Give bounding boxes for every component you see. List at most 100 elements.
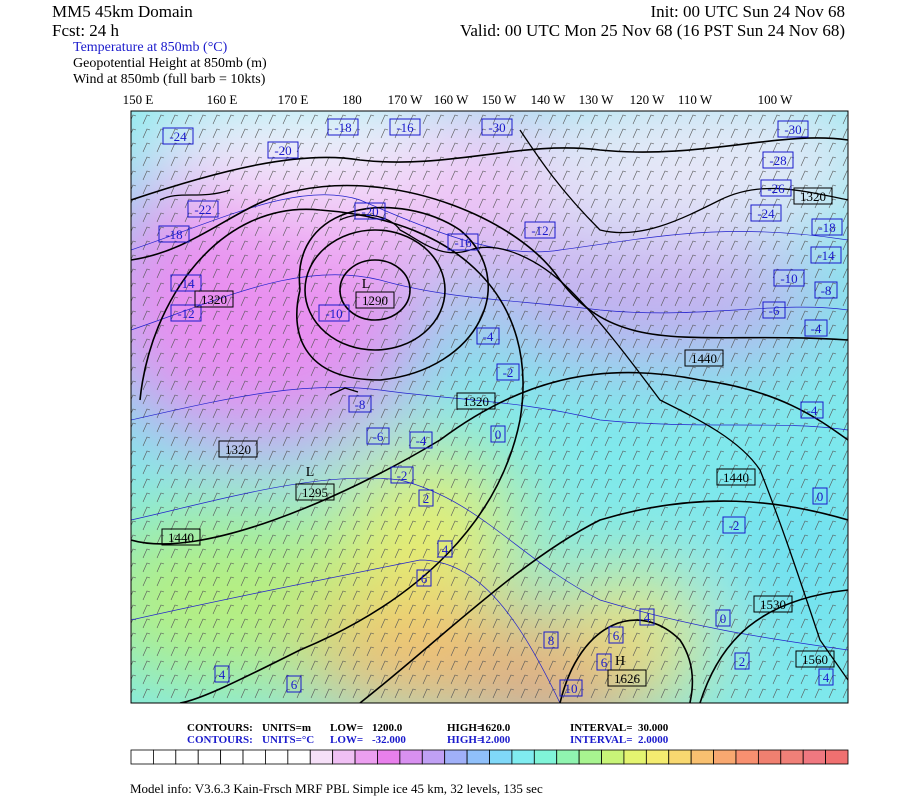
height-label: 1320 — [201, 292, 227, 307]
contour-info: 2.0000 — [638, 734, 669, 746]
temperature-label-box — [760, 179, 792, 197]
temperature-label-box — [327, 118, 359, 136]
temperature-label: -6 — [769, 303, 780, 318]
colorbar-cell — [421, 749, 446, 765]
colorbar-cell — [130, 749, 154, 765]
temperature-label-box — [348, 395, 372, 413]
field-label: Wind at 850mb (full barb = 10kts) — [73, 72, 266, 87]
temperature-label-box — [437, 540, 453, 558]
temperature-label: -20 — [361, 204, 378, 219]
temperature-label: -2 — [397, 468, 408, 483]
temperature-label: -28 — [769, 153, 786, 168]
longitude-label: 180 — [342, 92, 362, 107]
colorbar-cell — [332, 749, 356, 765]
temperature-label-box — [447, 233, 479, 251]
temperature-label-box — [811, 218, 843, 236]
height-label-box — [716, 468, 756, 486]
field-label: Geopotential Height at 850mb (m) — [73, 56, 267, 71]
temperature-label-box — [596, 653, 612, 671]
colorbar-cell — [153, 749, 177, 765]
longitude-label: 150 E — [123, 92, 154, 107]
temperature-label-box — [170, 274, 202, 292]
temperature-label-box — [810, 246, 842, 264]
temperature-label: -14 — [817, 248, 835, 263]
temperature-label: -30 — [784, 122, 801, 137]
temperature-label: -2 — [729, 518, 740, 533]
colorbar-cell — [242, 749, 266, 765]
model-info: Model info: V3.6.3 Kain-Frsch MRF PBL Si… — [130, 781, 543, 796]
valid-time: Valid: 00 UTC Mon 25 Nov 68 (16 PST Sun … — [460, 21, 845, 40]
temperature-label: 8 — [548, 633, 555, 648]
height-label: 1440 — [723, 470, 749, 485]
contour-info: UNITS=°C — [262, 734, 314, 746]
contour-info: CONTOURS: — [187, 734, 253, 746]
colorbar-cell — [377, 749, 401, 765]
temperature-label: 6 — [421, 571, 428, 586]
colorbar-cell — [601, 749, 625, 765]
temperature-label-box — [777, 120, 809, 138]
longitude-label: 160 W — [434, 92, 470, 107]
temperature-label-box — [170, 304, 202, 322]
contour-info: 30.000 — [638, 722, 669, 734]
temperature-label: -4 — [807, 403, 818, 418]
temperature-label: -4 — [811, 321, 822, 336]
temperature-label-box — [390, 466, 414, 484]
temperature-label: -30 — [488, 120, 505, 135]
colorbar-cell — [780, 749, 804, 765]
temperature-label-box — [214, 665, 230, 683]
temperature-label: -16 — [454, 235, 472, 250]
height-label-box — [161, 528, 201, 546]
colorbar-cell — [713, 749, 737, 765]
longitude-label: 170 W — [388, 92, 424, 107]
temperature-label: -2 — [503, 365, 514, 380]
forecast-hour: Fcst: 24 h — [52, 21, 120, 40]
temperature-label: 4 — [823, 670, 830, 685]
colorbar-cell — [466, 749, 490, 765]
temperature-label-box — [490, 425, 506, 443]
height-label-box — [684, 349, 724, 367]
temperature-label-box — [715, 609, 731, 627]
height-label: 1560 — [802, 652, 828, 667]
colorbar-cell — [690, 749, 714, 765]
temperature-label: -18 — [818, 220, 835, 235]
longitude-label: 110 W — [678, 92, 713, 107]
longitude-label: 100 W — [758, 92, 794, 107]
height-label: 1295 — [302, 485, 328, 500]
temperature-label-box — [543, 631, 559, 649]
height-label-box — [194, 290, 234, 308]
temperature-label-box — [559, 679, 583, 697]
colorbar-cell — [197, 749, 222, 765]
height-label: 1626 — [614, 671, 641, 686]
temperature-label-box — [418, 489, 434, 507]
temperature-label: 4 — [644, 610, 651, 625]
height-label-box — [456, 392, 496, 410]
temperature-label-box — [773, 269, 805, 287]
temperature-label: 6 — [291, 677, 298, 692]
temperature-label: -8 — [821, 283, 832, 298]
temperature-label-box — [524, 221, 556, 239]
temperature-label: 10 — [565, 681, 578, 696]
temperature-label: -24 — [169, 129, 187, 144]
domain-title: MM5 45km Domain — [52, 2, 193, 21]
field-label: Temperature at 850mb (°C) — [73, 40, 228, 55]
colorbar-cell — [645, 749, 670, 765]
height-label-box — [795, 650, 835, 668]
temperature-label: 6 — [601, 655, 608, 670]
colorbar-cell — [265, 749, 289, 765]
init-time: Init: 00 UTC Sun 24 Nov 68 — [650, 2, 845, 21]
temperature-label: 0 — [720, 611, 727, 626]
temperature-label-box — [750, 204, 782, 222]
height-label-box — [607, 669, 647, 687]
height-label: 1440 — [691, 351, 717, 366]
temperature-label-box — [187, 200, 219, 218]
temperature-label-box — [804, 319, 828, 337]
temperature-label: -18 — [334, 120, 351, 135]
longitude-label: 120 W — [630, 92, 666, 107]
colorbar-cell — [489, 749, 513, 765]
temperature-label: -20 — [274, 143, 291, 158]
temperature-label-box — [608, 626, 624, 644]
contour-info: UNITS=m — [262, 722, 311, 734]
temperature-label: 4 — [442, 542, 449, 557]
map-frame — [130, 110, 849, 704]
temperature-label-box — [158, 225, 190, 243]
